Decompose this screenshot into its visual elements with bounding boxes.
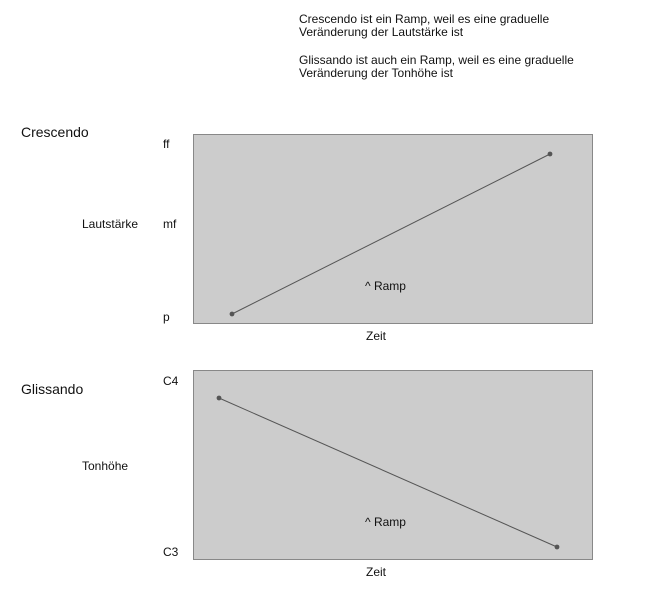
crescendo-tick-ff: ff — [163, 137, 170, 151]
note-crescendo-line-1: Crescendo ist ein Ramp, weil es eine gra… — [299, 12, 550, 26]
glissando-ylabel: Tonhöhe — [82, 459, 129, 473]
note-crescendo: Crescendo ist ein Ramp, weil es eine gra… — [299, 13, 549, 39]
crescendo-tick-p: p — [163, 310, 170, 324]
glissando-ramp-line — [218, 397, 558, 548]
note-glissando-line-2: Veränderung der Tonhöhe ist — [299, 66, 453, 80]
glissando-tick-c4: C4 — [163, 374, 179, 388]
glissando-title: Glissando — [21, 381, 84, 397]
crescendo-ramp-line — [231, 153, 551, 315]
crescendo-xlabel: Zeit — [366, 329, 387, 343]
note-glissando-line-1: Glissando ist auch ein Ramp, weil es ein… — [299, 53, 574, 67]
glissando-panel: ^ Ramp — [193, 370, 593, 560]
crescendo-ylabel: Lautstärke — [82, 217, 139, 231]
glissando-ramp-end-point — [554, 544, 560, 550]
crescendo-ramp-annotation: ^ Ramp — [365, 279, 406, 293]
crescendo-tick-mf: mf — [163, 217, 177, 231]
glissando-plot: ^ Ramp — [193, 370, 593, 560]
crescendo-title: Crescendo — [21, 124, 89, 140]
crescendo-ramp-end-point — [547, 151, 553, 157]
glissando-plot-background — [193, 370, 593, 560]
crescendo-panel: ^ Ramp — [193, 134, 593, 324]
glissando-xlabel: Zeit — [366, 565, 387, 579]
crescendo-ramp-start-point — [229, 311, 235, 317]
glissando-tick-c3: C3 — [163, 545, 179, 559]
note-glissando: Glissando ist auch ein Ramp, weil es ein… — [299, 54, 574, 80]
note-crescendo-line-2: Veränderung der Lautstärke ist — [299, 25, 464, 39]
crescendo-plot: ^ Ramp — [193, 134, 593, 324]
glissando-ramp-start-point — [216, 395, 222, 401]
glissando-ramp-annotation: ^ Ramp — [365, 515, 406, 529]
